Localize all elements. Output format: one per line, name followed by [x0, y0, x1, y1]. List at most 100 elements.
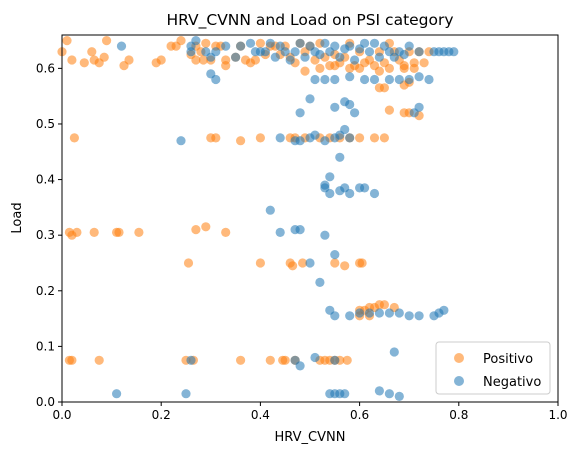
point-positivo-68	[315, 63, 325, 73]
point-negativo-59	[404, 74, 414, 85]
point-positivo-107	[201, 222, 211, 232]
point-negativo-95	[295, 225, 305, 235]
chart-title: HRV_CVNN and Load on PSI category	[166, 11, 453, 30]
point-negativo-96	[320, 230, 330, 240]
point-negativo-14	[265, 38, 275, 48]
point-negativo-76	[320, 136, 330, 146]
point-negativo-126	[384, 389, 394, 399]
x-tick-label-1: 0.2	[152, 408, 171, 422]
point-negativo-58	[394, 74, 404, 85]
point-positivo-74	[399, 63, 409, 73]
point-positivo-87	[236, 136, 246, 146]
axes-frame	[61, 34, 559, 403]
point-positivo-129	[94, 355, 104, 365]
point-negativo-63	[305, 94, 315, 104]
point-positivo-67	[300, 66, 310, 76]
point-negativo-57	[384, 74, 394, 85]
point-negativo-8	[231, 52, 241, 62]
point-positivo-102	[89, 227, 99, 237]
point-negativo-27	[330, 41, 340, 51]
y-tick-label-0: 0.0	[36, 395, 55, 409]
point-negativo-60	[414, 72, 424, 82]
point-negativo-104	[364, 308, 375, 318]
point-positivo-101	[72, 227, 82, 237]
point-negativo-103	[355, 308, 365, 318]
point-negativo-73	[295, 136, 305, 146]
point-positivo-113	[298, 258, 308, 268]
point-negativo-107	[394, 308, 404, 318]
point-positivo-115	[340, 261, 350, 271]
point-negativo-20	[295, 38, 305, 48]
point-negativo-52	[320, 74, 330, 85]
point-negativo-69	[409, 108, 419, 118]
point-negativo-67	[350, 108, 360, 118]
point-negativo-124	[340, 389, 350, 399]
point-negativo-31	[350, 55, 360, 65]
point-negativo-21	[300, 52, 310, 62]
point-negativo-120	[181, 389, 191, 399]
point-negativo-125	[374, 386, 384, 396]
point-negativo-53	[330, 74, 340, 85]
point-negativo-97	[330, 250, 340, 260]
point-negativo-109	[414, 311, 424, 321]
point-positivo-70	[345, 63, 355, 73]
point-positivo-65	[419, 58, 429, 68]
point-positivo-72	[374, 66, 384, 76]
point-negativo-106	[384, 308, 394, 318]
point-positivo-104	[114, 227, 124, 237]
y-tick-label-5: 0.5	[36, 117, 55, 131]
point-negativo-33	[360, 38, 370, 48]
point-positivo-4	[87, 47, 97, 57]
point-negativo-6	[211, 47, 221, 57]
point-positivo-77	[379, 83, 389, 93]
point-negativo-116	[310, 352, 320, 363]
point-positivo-106	[191, 225, 201, 235]
point-negativo-119	[112, 389, 122, 399]
legend-marker-negativo	[454, 376, 464, 386]
legend-entry-positivo: Positivo	[483, 352, 533, 367]
point-negativo-28	[335, 52, 345, 62]
point-negativo-84	[325, 188, 335, 199]
point-positivo-98	[379, 133, 389, 143]
point-positivo-10	[124, 55, 134, 65]
y-tick-label-6: 0.6	[36, 61, 55, 75]
point-negativo-25	[320, 38, 330, 48]
point-negativo-24	[315, 49, 325, 60]
x-tick-label-0: 0.0	[52, 408, 71, 422]
point-negativo-43	[414, 47, 424, 57]
point-positivo-12	[156, 55, 166, 65]
point-negativo-10	[245, 38, 256, 48]
point-negativo-105	[374, 308, 384, 318]
point-negativo-35	[369, 38, 380, 48]
point-positivo-15	[176, 36, 186, 46]
point-positivo-18	[191, 55, 201, 65]
point-positivo-109	[183, 258, 194, 268]
point-negativo-62	[295, 108, 305, 118]
point-negativo-117	[330, 355, 340, 365]
point-negativo-80	[345, 133, 355, 143]
point-negativo-17	[280, 47, 290, 57]
point-negativo-51	[310, 74, 320, 85]
point-positivo-8	[102, 36, 112, 46]
point-negativo-66	[345, 99, 355, 110]
point-positivo-84	[69, 133, 79, 143]
point-negativo-102	[345, 311, 355, 321]
legend: Positivo Negativo	[435, 341, 551, 395]
y-axis-label: Load	[10, 202, 25, 233]
point-positivo-75	[409, 63, 419, 73]
point-positivo-7	[99, 52, 109, 62]
point-negativo-90	[360, 183, 370, 193]
point-negativo-88	[345, 188, 355, 199]
point-negativo-75	[310, 130, 320, 140]
point-positivo-135	[280, 355, 290, 365]
point-positivo-80	[384, 105, 394, 115]
x-axis-label: HRV_CVNN	[275, 430, 346, 445]
point-positivo-71	[355, 63, 365, 73]
point-negativo-127	[394, 391, 404, 401]
point-negativo-36	[374, 52, 384, 62]
point-positivo-133	[265, 355, 275, 365]
point-negativo-30	[345, 41, 355, 51]
legend-entry-negativo: Negativo	[483, 375, 541, 390]
